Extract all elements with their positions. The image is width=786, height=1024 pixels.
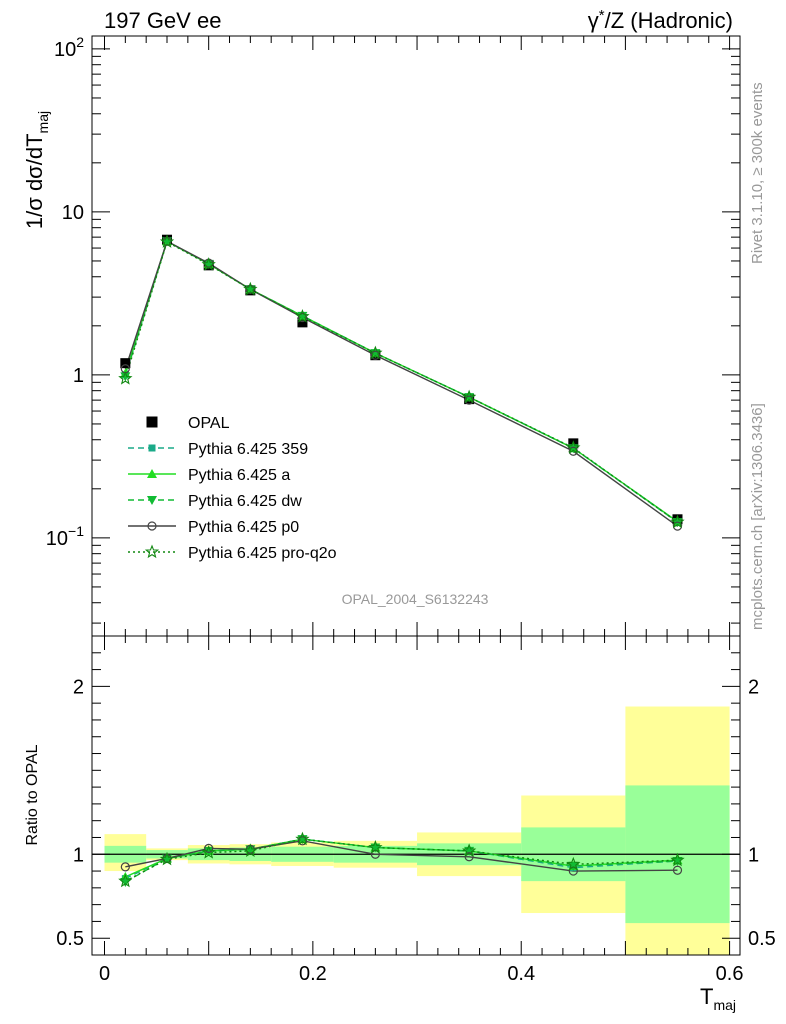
main-ytick-exp-0: 2 <box>76 34 84 50</box>
x-tick-label-1: 0.2 <box>299 963 327 985</box>
ratio-point-2-0 <box>120 877 131 887</box>
legend-label-4: Pythia 6.425 p0 <box>188 519 299 536</box>
ratio-point-4-5 <box>368 840 383 854</box>
x-tick-label-2: 0.4 <box>507 963 535 985</box>
main-ylabel-sub: maj <box>35 111 51 134</box>
ratio-point-4-6 <box>461 843 477 857</box>
ratio-frame <box>91 635 741 956</box>
x-tick-label-3: 0.6 <box>716 963 744 985</box>
main-point-5-1 <box>159 234 175 248</box>
main-point-0-0 <box>120 358 131 369</box>
main-ylabel-main: 1/σ dσ/dT <box>22 133 47 229</box>
main-point-5-6 <box>461 389 477 404</box>
main-ytick-label-2: 1 <box>73 365 84 387</box>
main-ytick-exp-3: −1 <box>68 523 84 539</box>
ratio-ytick-label-left-0: 0.5 <box>56 928 84 950</box>
legend-marker-5 <box>144 544 160 559</box>
ratio-point-4-7 <box>566 856 581 871</box>
ratio-point-4-8 <box>670 852 685 867</box>
legend-marker-3 <box>147 496 157 505</box>
main-point-5-8 <box>670 514 685 529</box>
ratio-point-2-8 <box>672 856 683 866</box>
legend: OPAL Pythia 6.425 359 Pythia 6.425 a Pythia… <box>128 415 337 562</box>
legend-label-2: Pythia 6.425 a <box>188 467 290 484</box>
ratio-point-4-3 <box>243 843 258 857</box>
header-right: γ*/Z (Hadronic) <box>588 7 733 33</box>
main-point-0-4 <box>297 317 308 328</box>
main-ytick-label-1: 10 <box>62 202 84 224</box>
ratio-ytick-label-right-1: 1 <box>748 844 759 866</box>
legend-marker-0 <box>146 416 158 428</box>
main-ytick-base-2: 1 <box>73 365 84 387</box>
ratio-point-4-1 <box>159 851 175 866</box>
main-point-5-7 <box>566 440 581 454</box>
ratio-point-3-0 <box>120 862 130 872</box>
legend-label-1: Pythia 6.425 359 <box>188 441 308 458</box>
watermark: OPAL_2004_S6132243 <box>342 591 489 607</box>
main-point-5-2 <box>201 257 216 271</box>
ratio-ytick-label-left-2: 2 <box>73 676 84 698</box>
main-point-5-4 <box>295 309 310 323</box>
ratio-point-3-8 <box>672 865 683 875</box>
legend-label-5: Pythia 6.425 pro-q2o <box>188 545 337 562</box>
ratio-point-3-2 <box>204 843 214 853</box>
x-axis-label-sub: maj <box>713 997 736 1013</box>
ratio-ytick-label-right-0: 0.5 <box>748 928 776 950</box>
ratio-ytick-label-left-1: 1 <box>73 844 84 866</box>
legend-label-3: Pythia 6.425 dw <box>188 493 302 510</box>
ratio-series-line-4 <box>125 838 678 882</box>
main-ytick-label-3: 10−1 <box>46 523 84 550</box>
main-ytick-base-3: 10 <box>46 528 68 550</box>
main-point-3-0 <box>120 372 131 382</box>
main-ytick-base-0: 10 <box>54 39 76 61</box>
main-point-4-8 <box>672 521 683 531</box>
main-point-4-4 <box>297 312 308 323</box>
mcplots-label: mcplots.cern.ch [arXiv:1306.3436] <box>749 403 766 630</box>
main-ylabel: 1/σ dσ/dTmaj <box>22 111 51 229</box>
ratio-point-2-3 <box>245 845 256 855</box>
ratio-point-3-6 <box>464 852 474 862</box>
ratio-point-3-4 <box>297 836 308 846</box>
header-right-suffix: /Z (Hadronic) <box>605 8 733 33</box>
main-point-4-6 <box>464 395 474 405</box>
main-point-5-5 <box>368 345 383 360</box>
rivet-label: Rivet 3.1.10, ≥ 300k events <box>749 82 766 264</box>
legend-marker-2 <box>147 469 157 478</box>
legend-marker-4 <box>147 521 157 531</box>
header-left: 197 GeV ee <box>104 8 221 33</box>
ratio-point-2-2 <box>203 846 214 856</box>
main-point-3-7 <box>568 444 579 454</box>
main-point-4-7 <box>568 446 578 456</box>
main-ytick-base-1: 10 <box>62 202 84 224</box>
ratio-panel: 0 0.2 0.4 0.60.5 0.51 12 2 <box>56 635 776 985</box>
header-right-prefix: γ <box>588 8 599 33</box>
legend-marker-1 <box>148 444 156 452</box>
x-axis-label: Tmaj <box>700 984 736 1013</box>
ratio-point-4-4 <box>295 831 310 846</box>
ratio-ytick-label-right-2: 2 <box>748 676 759 698</box>
ratio-point-4-0 <box>118 873 133 888</box>
header-right-sup: * <box>599 7 605 24</box>
legend-label-0: OPAL <box>188 415 230 432</box>
x-tick-label-0: 0 <box>99 963 110 985</box>
main-point-5-0 <box>118 371 133 385</box>
main-point-4-5 <box>370 350 380 360</box>
x-axis-label-main: T <box>700 984 713 1009</box>
ratio-ylabel: Ratio to OPAL <box>24 744 41 845</box>
main-point-5-3 <box>243 281 258 296</box>
main-ytick-label-0: 102 <box>54 34 84 61</box>
ratio-point-4-2 <box>201 845 216 859</box>
